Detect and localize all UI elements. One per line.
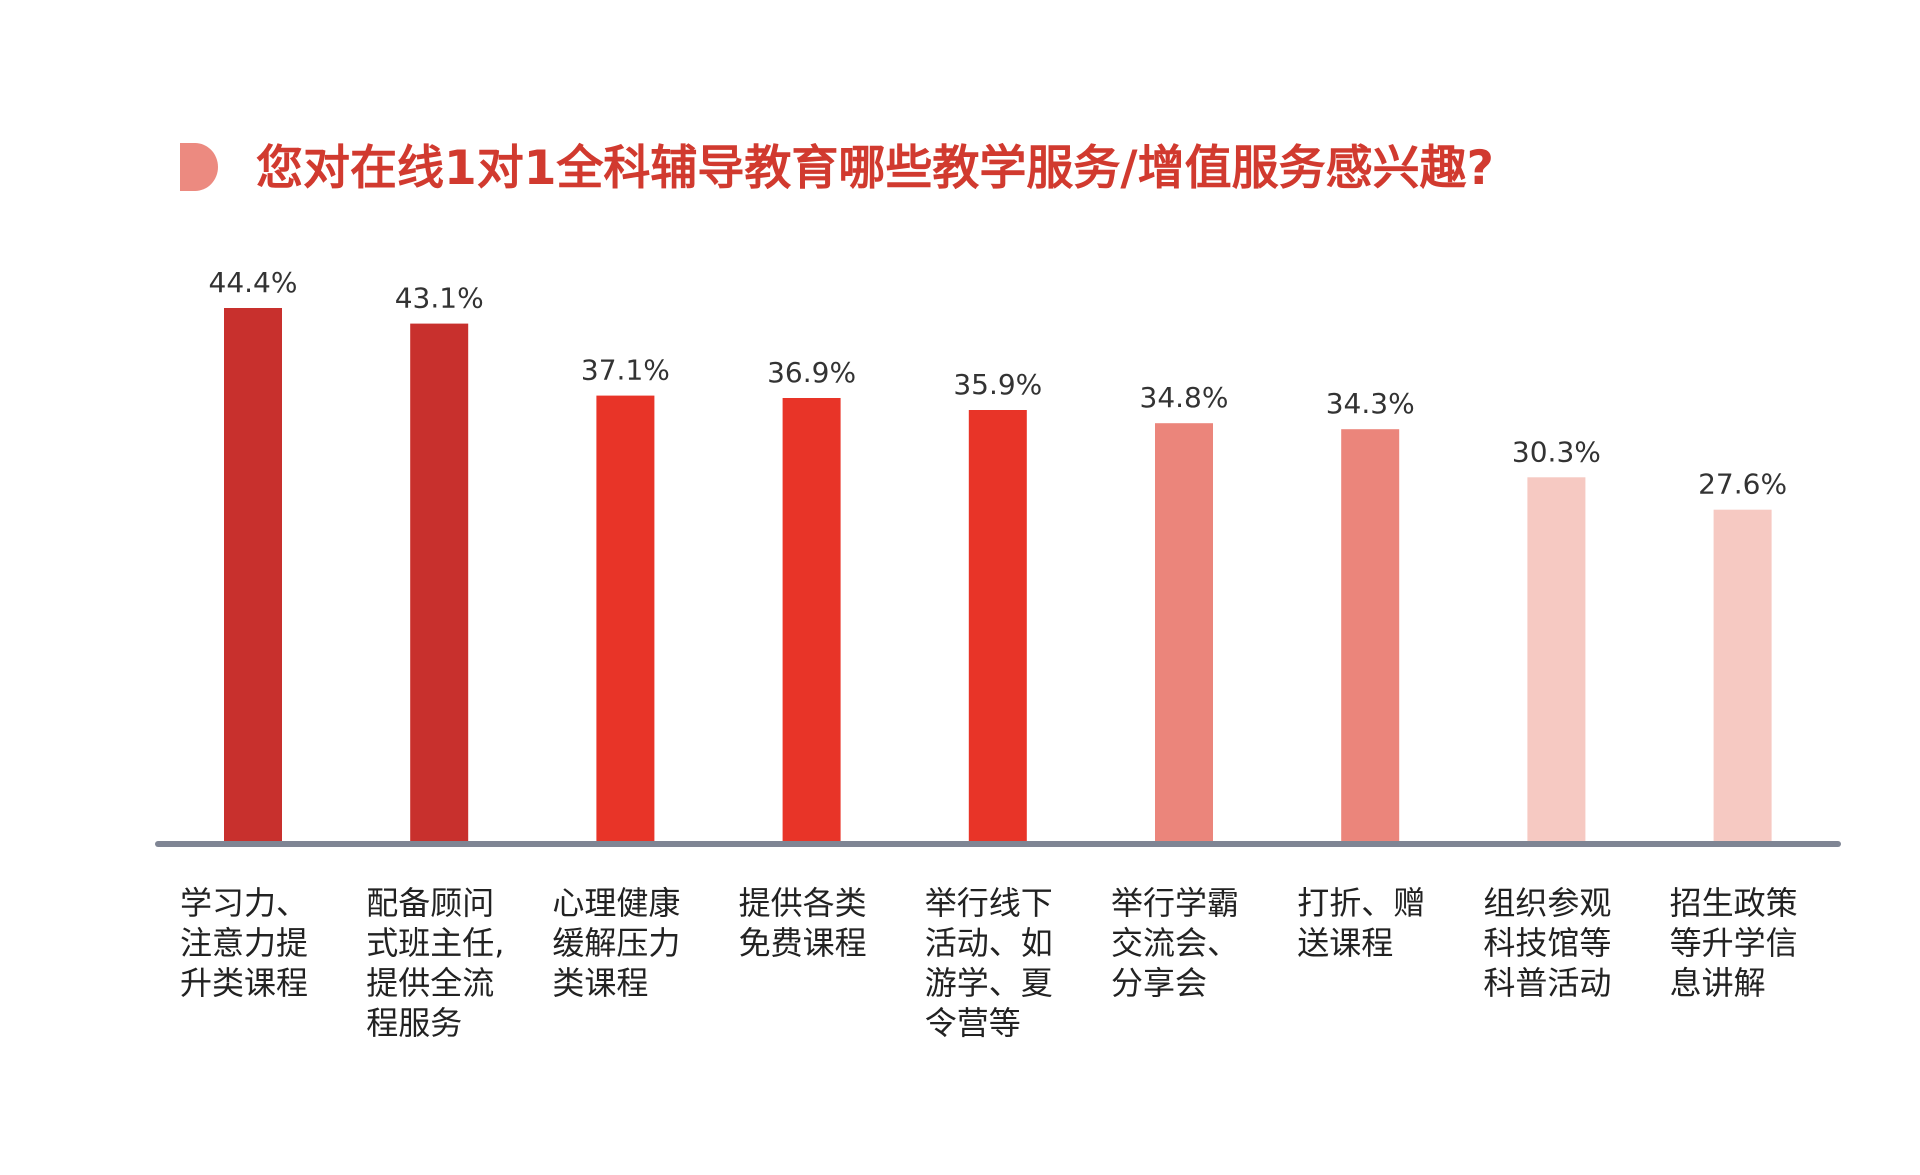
category-label-line: 升类课程 bbox=[180, 964, 308, 1002]
category-label-line: 息讲解 bbox=[1670, 964, 1766, 1002]
value-label-2: 43.1% bbox=[395, 282, 484, 315]
value-labels-layer: 44.4% 43.1% 37.1% 36.9% 35.9% 34.8% 34.3% 30.3%… bbox=[209, 266, 1788, 501]
category-label-line: 免费课程 bbox=[739, 924, 867, 962]
category-label-line: 招生政策 bbox=[1670, 884, 1798, 922]
category-labels-layer: 学习力、注意力提升类课程配备顾问式班主任,提供全流程服务心理健康缓解压力类课程提… bbox=[180, 884, 1798, 1042]
category-label-line: 游学、夏 bbox=[925, 964, 1053, 1002]
value-label-6: 34.8% bbox=[1140, 381, 1229, 414]
bar-3 bbox=[596, 395, 655, 841]
category-label-line: 科技馆等 bbox=[1483, 924, 1611, 962]
value-label-9: 27.6% bbox=[1698, 468, 1787, 501]
category-label-line: 学习力、 bbox=[180, 884, 308, 922]
bar-6 bbox=[1155, 423, 1213, 841]
category-label-line: 送课程 bbox=[1297, 924, 1393, 962]
title-marker-icon bbox=[180, 143, 218, 191]
category-label-3: 心理健康缓解压力类课程 bbox=[552, 884, 680, 1002]
bars-layer bbox=[224, 308, 1772, 842]
category-label-line: 打折、赠 bbox=[1297, 884, 1425, 922]
category-label-line: 举行线下 bbox=[925, 884, 1053, 922]
category-label-6: 举行学霸交流会、分享会 bbox=[1111, 884, 1239, 1002]
bar-9 bbox=[1713, 509, 1772, 841]
bar-5 bbox=[968, 410, 1027, 841]
category-label-line: 缓解压力 bbox=[552, 924, 680, 962]
category-label-line: 交流会、 bbox=[1111, 924, 1239, 962]
value-label-1: 44.4% bbox=[209, 266, 298, 299]
category-label-line: 令营等 bbox=[925, 1004, 1021, 1042]
bar-7 bbox=[1341, 429, 1400, 841]
bar-2 bbox=[410, 323, 469, 842]
category-label-line: 心理健康 bbox=[552, 884, 680, 922]
chart-title-group: 您对在线1对1全科辅导教育哪些教学服务/增值服务感兴趣? bbox=[180, 141, 1494, 196]
value-label-4: 36.9% bbox=[767, 356, 856, 389]
value-label-8: 30.3% bbox=[1512, 435, 1601, 468]
category-label-line: 注意力提 bbox=[180, 924, 308, 962]
category-label-line: 分享会 bbox=[1111, 964, 1207, 1002]
category-label-line: 提供各类 bbox=[739, 884, 867, 922]
category-label-line: 提供全流 bbox=[366, 964, 494, 1002]
bar-1 bbox=[224, 308, 282, 841]
value-label-7: 34.3% bbox=[1326, 387, 1415, 420]
category-label-8: 组织参观科技馆等科普活动 bbox=[1483, 884, 1611, 1002]
category-label-7: 打折、赠送课程 bbox=[1297, 884, 1425, 962]
bar-8 bbox=[1527, 477, 1586, 841]
value-label-5: 35.9% bbox=[953, 368, 1042, 401]
category-label-4: 提供各类免费课程 bbox=[739, 884, 867, 962]
category-label-1: 学习力、注意力提升类课程 bbox=[180, 884, 308, 1002]
category-label-line: 式班主任, bbox=[366, 924, 504, 962]
category-label-line: 组织参观 bbox=[1483, 884, 1611, 922]
category-label-9: 招生政策等升学信息讲解 bbox=[1670, 884, 1798, 1002]
category-label-line: 科普活动 bbox=[1483, 964, 1611, 1002]
category-label-line: 配备顾问 bbox=[366, 884, 494, 922]
bar-4 bbox=[782, 398, 841, 841]
category-label-line: 等升学信 bbox=[1670, 924, 1798, 962]
category-label-line: 举行学霸 bbox=[1111, 884, 1239, 922]
category-label-5: 举行线下活动、如游学、夏令营等 bbox=[925, 884, 1053, 1042]
value-label-3: 37.1% bbox=[581, 354, 670, 387]
category-label-line: 活动、如 bbox=[925, 924, 1053, 962]
category-label-2: 配备顾问式班主任,提供全流程服务 bbox=[366, 884, 504, 1042]
chart-title: 您对在线1对1全科辅导教育哪些教学服务/增值服务感兴趣? bbox=[256, 141, 1494, 196]
category-label-line: 类课程 bbox=[552, 964, 648, 1002]
category-label-line: 程服务 bbox=[366, 1004, 462, 1042]
